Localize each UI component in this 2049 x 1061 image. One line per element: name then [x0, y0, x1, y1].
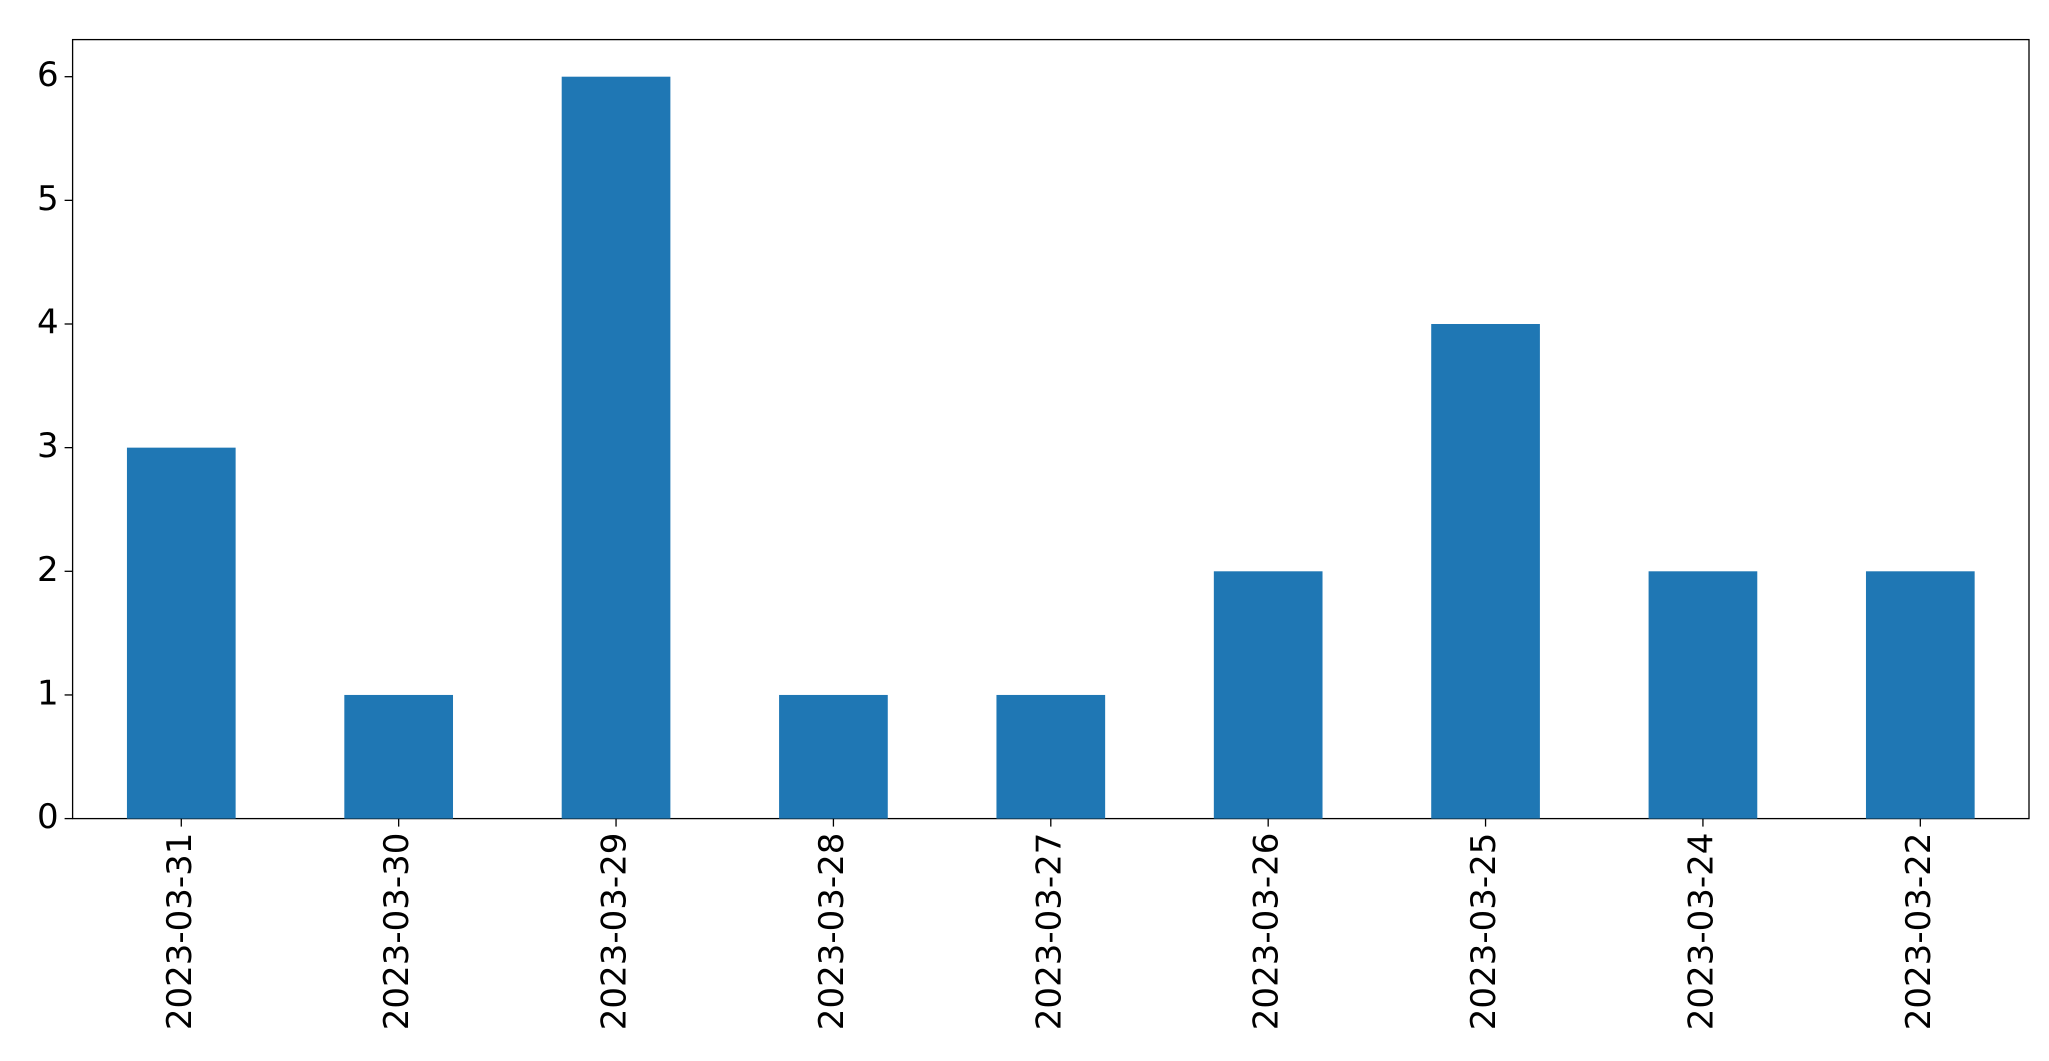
- x-tick-label: 2023-03-31: [160, 833, 200, 1031]
- bar: [344, 694, 454, 819]
- y-tick-label: 5: [37, 179, 59, 219]
- y-tick-label: 0: [37, 797, 59, 837]
- y-tick-label: 3: [37, 426, 59, 466]
- bar: [996, 694, 1106, 819]
- bar: [126, 447, 236, 819]
- x-tick-label: 2023-03-28: [812, 833, 852, 1031]
- y-tick-label: 2: [37, 550, 59, 590]
- x-tick-label: 2023-03-26: [1247, 833, 1287, 1031]
- x-tick-label: 2023-03-30: [377, 833, 417, 1031]
- y-tick-label: 1: [37, 673, 59, 713]
- x-tick-label: 2023-03-29: [595, 833, 635, 1031]
- bar: [1213, 571, 1323, 819]
- y-tick-label: 4: [37, 302, 59, 342]
- x-tick-label: 2023-03-22: [1899, 833, 1939, 1031]
- x-tick-label: 2023-03-24: [1681, 833, 1721, 1031]
- y-tick-label: 6: [37, 55, 59, 95]
- x-tick-label: 2023-03-27: [1029, 833, 1069, 1031]
- bar: [779, 694, 888, 819]
- bar: [561, 76, 671, 819]
- x-tick-label: 2023-03-25: [1464, 833, 1504, 1031]
- bar: [1431, 323, 1540, 819]
- bar: [1648, 571, 1758, 819]
- bar: [1865, 571, 1975, 819]
